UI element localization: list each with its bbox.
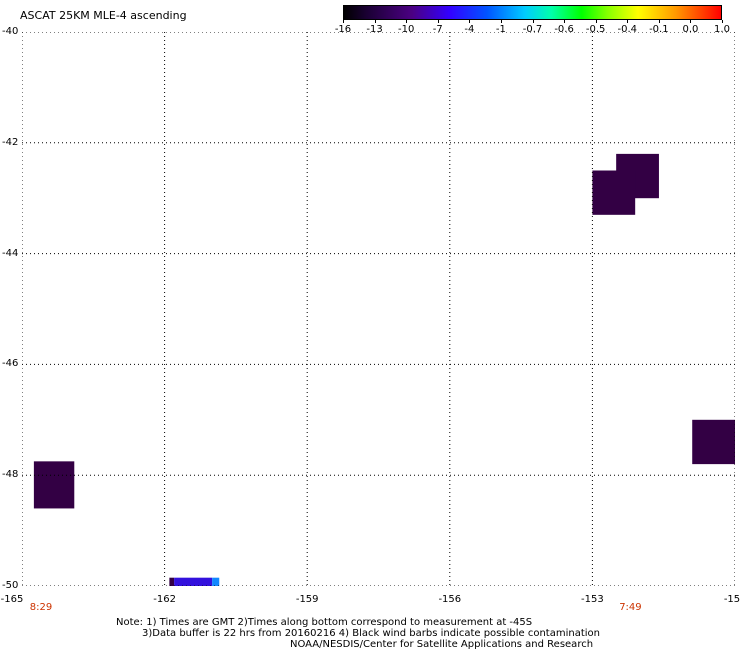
colorbar-tick — [658, 20, 660, 23]
colorbar-label: -7 — [432, 24, 443, 35]
longitude-label: -162 — [153, 594, 176, 605]
colorbar-tick — [500, 20, 502, 23]
time-label: 7:49 — [619, 602, 642, 613]
colorbar-label: -0.5 — [585, 24, 606, 35]
colorbar-tick — [343, 20, 344, 23]
colorbar-label: -0.1 — [649, 24, 669, 35]
map-title: ASCAT 25KM MLE-4 ascending — [20, 9, 187, 22]
colorbar-label: 0.0 — [682, 24, 699, 35]
colorbar-tick — [690, 20, 692, 23]
note-line-3: NOAA/NESDIS/Center for Satellite Applica… — [290, 639, 594, 650]
note-line-2: 3)Data buffer is 22 hrs from 20160216 4)… — [142, 628, 600, 639]
colorbar-label: -13 — [366, 24, 383, 35]
note-line-1: Note: 1) Times are GMT 2)Times along bot… — [116, 617, 533, 628]
colorbar-label: -16 — [334, 24, 352, 35]
colorbar-tick — [722, 20, 723, 23]
colorbar-label: -4 — [464, 24, 475, 35]
colorbar-tick — [564, 20, 566, 23]
longitude-label: -165 — [0, 594, 24, 605]
colorbar-tick — [627, 20, 629, 23]
colorbar-label: 1.0 — [714, 24, 730, 35]
latitude-label: -44 — [2, 247, 19, 259]
longitude-label: -153 — [581, 594, 604, 605]
data-cell — [592, 170, 636, 215]
data-cell — [692, 419, 735, 465]
latitude-label: -46 — [2, 358, 19, 370]
colorbar-label: -10 — [397, 24, 415, 35]
colorbar-label: -1 — [495, 24, 506, 35]
data-cell — [174, 577, 213, 586]
colorbar-tick — [374, 20, 376, 23]
latitude-label: -50 — [2, 580, 19, 591]
longitude-label: -15 — [723, 594, 740, 605]
colorbar-tick — [406, 20, 408, 23]
map-plot-area — [22, 32, 735, 586]
colorbar-tick — [437, 20, 439, 23]
data-cell — [212, 577, 220, 586]
colorbar-tick — [532, 20, 534, 23]
data-cell — [169, 577, 175, 586]
latitude-label: -48 — [2, 469, 19, 481]
longitude-label: -159 — [295, 594, 319, 605]
longitude-label: -156 — [438, 594, 462, 605]
latitude-label: -40 — [2, 26, 19, 37]
colorbar — [343, 5, 722, 20]
colorbar-label: -0.7 — [522, 24, 543, 35]
colorbar-label: -0.6 — [554, 24, 574, 35]
time-label: 8:29 — [29, 602, 53, 613]
colorbar-tick — [469, 20, 471, 23]
latitude-label: -42 — [2, 136, 19, 148]
colorbar-label: -0.4 — [617, 24, 638, 35]
data-cell — [33, 461, 75, 509]
colorbar-tick — [595, 20, 597, 23]
